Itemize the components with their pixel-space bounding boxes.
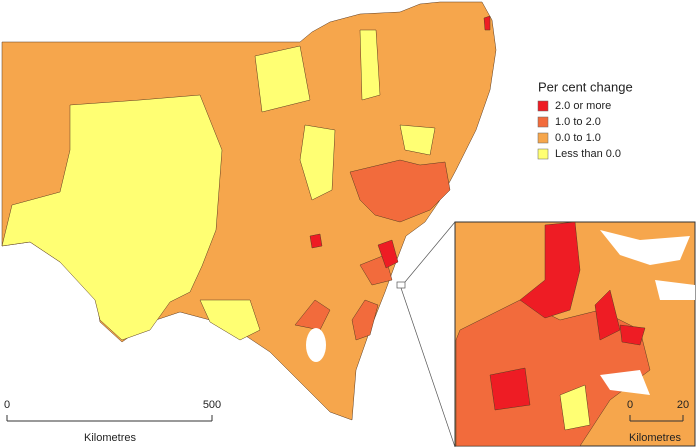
scale-unit: Kilometres bbox=[84, 432, 136, 444]
legend-label: Less than 0.0 bbox=[555, 148, 621, 160]
inset-locator bbox=[396, 281, 406, 289]
scale-label: 500 bbox=[203, 399, 221, 411]
scale-label: 0 bbox=[627, 399, 633, 411]
decline-area bbox=[359, 29, 381, 101]
high-growth-area bbox=[483, 15, 491, 31]
high-growth-area bbox=[377, 239, 399, 269]
legend-title: Per cent change bbox=[538, 79, 633, 94]
scale-unit: Kilometres bbox=[629, 432, 681, 444]
legend-label: 1.0 to 2.0 bbox=[555, 116, 601, 128]
high-growth-area bbox=[309, 233, 323, 249]
growth-area bbox=[349, 159, 451, 223]
decline-area bbox=[1, 94, 223, 341]
growth-area bbox=[351, 299, 379, 341]
inset-connector bbox=[404, 221, 456, 283]
growth-area bbox=[294, 299, 331, 331]
legend-swatch bbox=[537, 100, 549, 112]
decline-area bbox=[399, 124, 436, 156]
legend-label: 0.0 to 1.0 bbox=[555, 132, 601, 144]
legend-label: 2.0 or more bbox=[555, 100, 611, 112]
scale-label: 20 bbox=[677, 399, 689, 411]
decline-area bbox=[199, 299, 261, 341]
legend-swatch bbox=[537, 148, 549, 160]
inset-connector bbox=[400, 287, 456, 447]
scale-label: 0 bbox=[4, 399, 10, 411]
legend-swatch bbox=[537, 132, 549, 144]
inset-map bbox=[454, 221, 696, 447]
lake bbox=[306, 328, 326, 362]
legend-swatch bbox=[537, 116, 549, 128]
decline-area bbox=[299, 124, 336, 201]
decline-area bbox=[254, 45, 311, 113]
